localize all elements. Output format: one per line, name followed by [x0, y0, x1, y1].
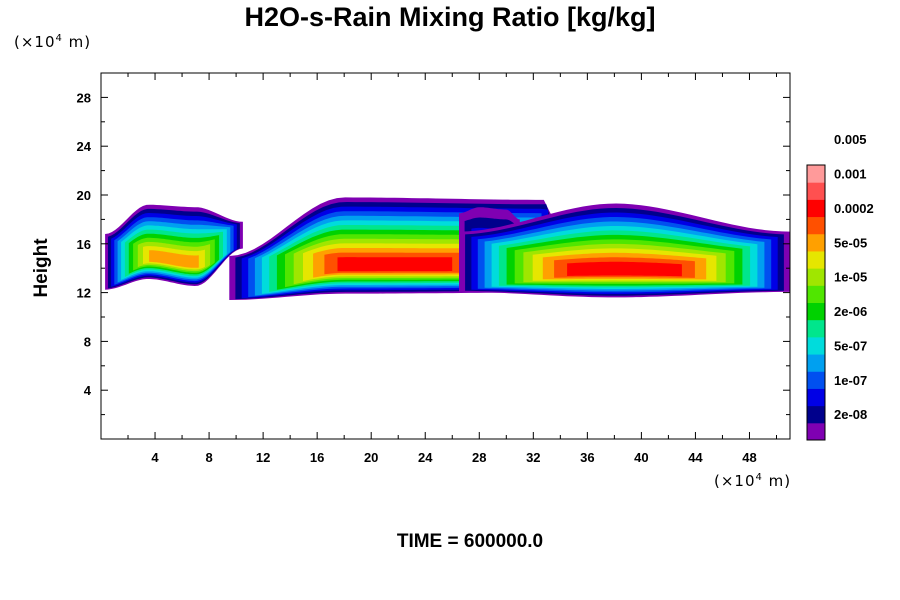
colorbar-swatch	[807, 233, 825, 252]
colorbar-label: 1e-05	[834, 270, 867, 285]
contour-band	[337, 257, 453, 272]
x-tick-label: 20	[364, 450, 378, 465]
y-tick-label: 16	[77, 237, 91, 252]
colorbar-swatch	[807, 422, 825, 441]
colorbar-swatch	[807, 216, 825, 235]
y-tick-label: 4	[84, 383, 92, 398]
colorbar-swatch	[807, 302, 825, 321]
contour-band	[567, 261, 682, 277]
colorbar-swatch	[807, 405, 825, 424]
x-tick-label: 28	[472, 450, 486, 465]
y-unit-tail: m)	[62, 33, 92, 51]
y-tick-label: 20	[77, 188, 91, 203]
x-tick-label: 8	[205, 450, 212, 465]
contour-band	[149, 250, 199, 268]
x-tick-label: 36	[580, 450, 594, 465]
colorbar-label: 0.0002	[834, 201, 874, 216]
colorbar-label: 1e-07	[834, 373, 867, 388]
y-tick-label: 12	[77, 286, 91, 301]
colorbar-swatch	[807, 388, 825, 407]
y-unit-exponent: 4	[55, 33, 63, 44]
x-tick-label: 4	[151, 450, 159, 465]
colorbar-swatch	[807, 199, 825, 218]
colorbar-label: 2e-06	[834, 304, 867, 319]
colorbar-frame	[806, 164, 826, 441]
y-axis-unit: (×104 m)	[14, 33, 91, 51]
plot-frame	[100, 72, 791, 440]
colorbar-swatch	[807, 354, 825, 372]
colorbar-swatch	[807, 250, 825, 269]
x-tick-label: 40	[634, 450, 648, 465]
colorbar-label: 0.001	[834, 167, 867, 182]
colorbar-swatch	[807, 371, 825, 389]
colorbar-swatch	[807, 319, 825, 338]
colorbar-swatch	[807, 285, 825, 303]
chart-title: H2O-s-Rain Mixing Ratio [kg/kg]	[244, 2, 656, 32]
colorbar-label: 2e-08	[834, 407, 867, 422]
colorbar-swatch	[807, 268, 825, 286]
y-tick-label: 24	[77, 139, 92, 154]
y-tick-label: 28	[77, 90, 91, 105]
colorbar-label: 5e-05	[834, 235, 867, 250]
x-tick-label: 44	[688, 450, 703, 465]
colorbar: 2e-08 1e-07 5e-07 2e-06 1e-05 5e-05 0.0002 0.00…	[806, 132, 874, 441]
contour-fills	[105, 197, 790, 300]
y-unit-base: (×10	[14, 33, 56, 51]
x-tick-label: 32	[526, 450, 540, 465]
x-unit-exponent: 4	[755, 472, 763, 483]
x-axis-unit: (×104 m)	[714, 472, 791, 490]
x-tick-label: 12	[256, 450, 270, 465]
colorbar-swatch	[807, 336, 825, 355]
time-label: TIME = 600000.0	[396, 531, 544, 552]
colorbar-swatch	[807, 182, 825, 200]
colorbar-label: 0.005	[834, 132, 867, 147]
x-tick-label: 48	[742, 450, 756, 465]
x-tick-label: 24	[418, 450, 433, 465]
x-tick-label: 16	[310, 450, 324, 465]
y-tick-label: 8	[84, 334, 91, 349]
x-unit-tail: m)	[762, 472, 792, 490]
colorbar-swatch	[807, 165, 825, 183]
colorbar-label: 5e-07	[834, 338, 867, 353]
x-unit-base: (×10	[714, 472, 756, 490]
